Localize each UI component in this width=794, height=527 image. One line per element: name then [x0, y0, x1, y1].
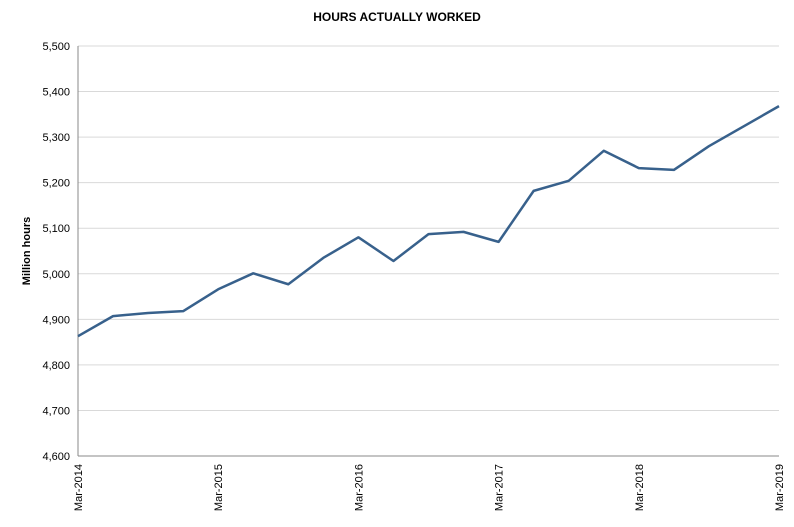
x-tick-label: Mar-2018 — [634, 464, 646, 511]
chart-title: HOURS ACTUALLY WORKED — [313, 10, 481, 24]
y-tick-label: 4,800 — [42, 360, 70, 372]
x-tick-label: Mar-2017 — [494, 464, 506, 511]
y-tick-label: 5,100 — [42, 223, 70, 235]
y-tick-label: 4,600 — [42, 451, 70, 463]
x-tick-label: Mar-2016 — [353, 464, 365, 511]
y-tick-label: 5,000 — [42, 269, 70, 281]
y-tick-label: 5,300 — [42, 132, 70, 144]
y-tick-label: 5,500 — [42, 41, 70, 53]
y-tick-label: 4,900 — [42, 314, 70, 326]
x-tick-label: Mar-2014 — [73, 464, 85, 511]
y-axis-label: Million hours — [21, 217, 33, 285]
data-line — [77, 105, 780, 338]
y-tick-label: 5,200 — [42, 178, 70, 190]
y-tick-label: 4,700 — [42, 405, 70, 417]
y-tick-label: 5,400 — [42, 87, 70, 99]
x-tick-label: Mar-2019 — [774, 464, 786, 511]
x-tick-label: Mar-2015 — [213, 464, 225, 511]
